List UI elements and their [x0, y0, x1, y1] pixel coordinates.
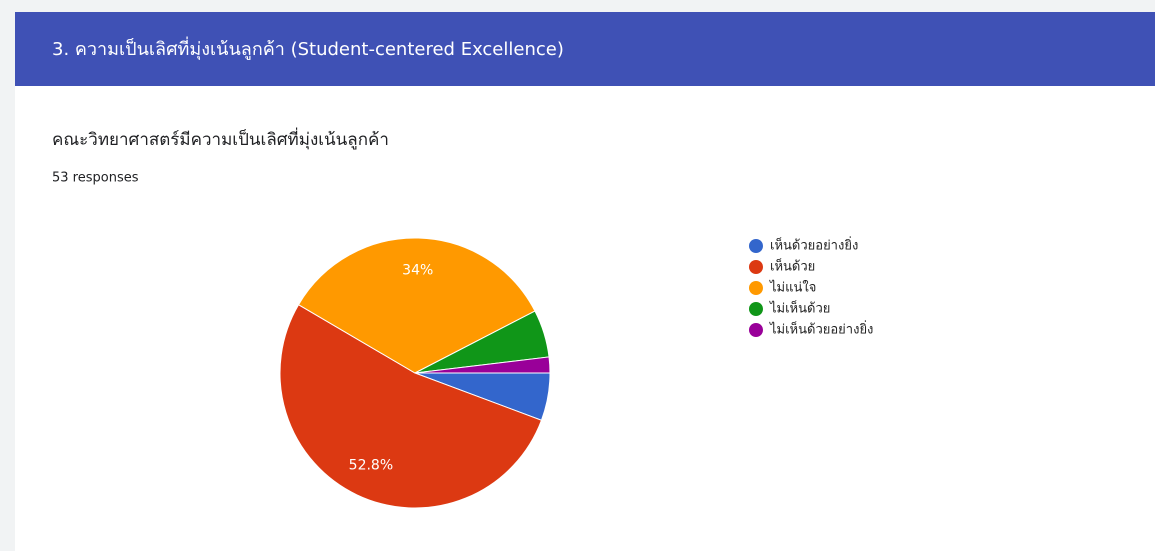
legend-swatch	[749, 260, 763, 274]
legend-label: เห็นด้วย	[770, 257, 815, 275]
chart-title: คณะวิทยาศาสตร์มีความเป็นเลิศที่มุ่งเน้นล…	[52, 127, 389, 150]
pie-slice	[297, 237, 536, 374]
legend-swatch	[749, 302, 763, 316]
legend-swatch	[749, 281, 763, 295]
pie-slice	[414, 356, 551, 374]
legend-swatch	[749, 323, 763, 337]
slice-label: 52.8%	[349, 458, 393, 474]
legend-label: ไม่เห็นด้วย	[769, 299, 830, 317]
legend-label: ไม่เห็นด้วยอย่างยิ่ง	[769, 320, 873, 338]
response-count: 53 responses	[52, 171, 139, 186]
legend-label: เห็นด้วยอย่างยิ่ง	[770, 236, 858, 254]
pie-slice	[279, 304, 543, 509]
card	[15, 12, 1155, 551]
section-header	[15, 12, 1155, 86]
legend-swatch	[749, 239, 763, 253]
section-title: 3. ความเป็นเลิศที่มุ่งเน้นลูกค้า (Studen…	[52, 36, 564, 60]
legend-label: ไม่แน่ใจ	[769, 280, 816, 296]
slice-label: 34%	[402, 262, 433, 278]
